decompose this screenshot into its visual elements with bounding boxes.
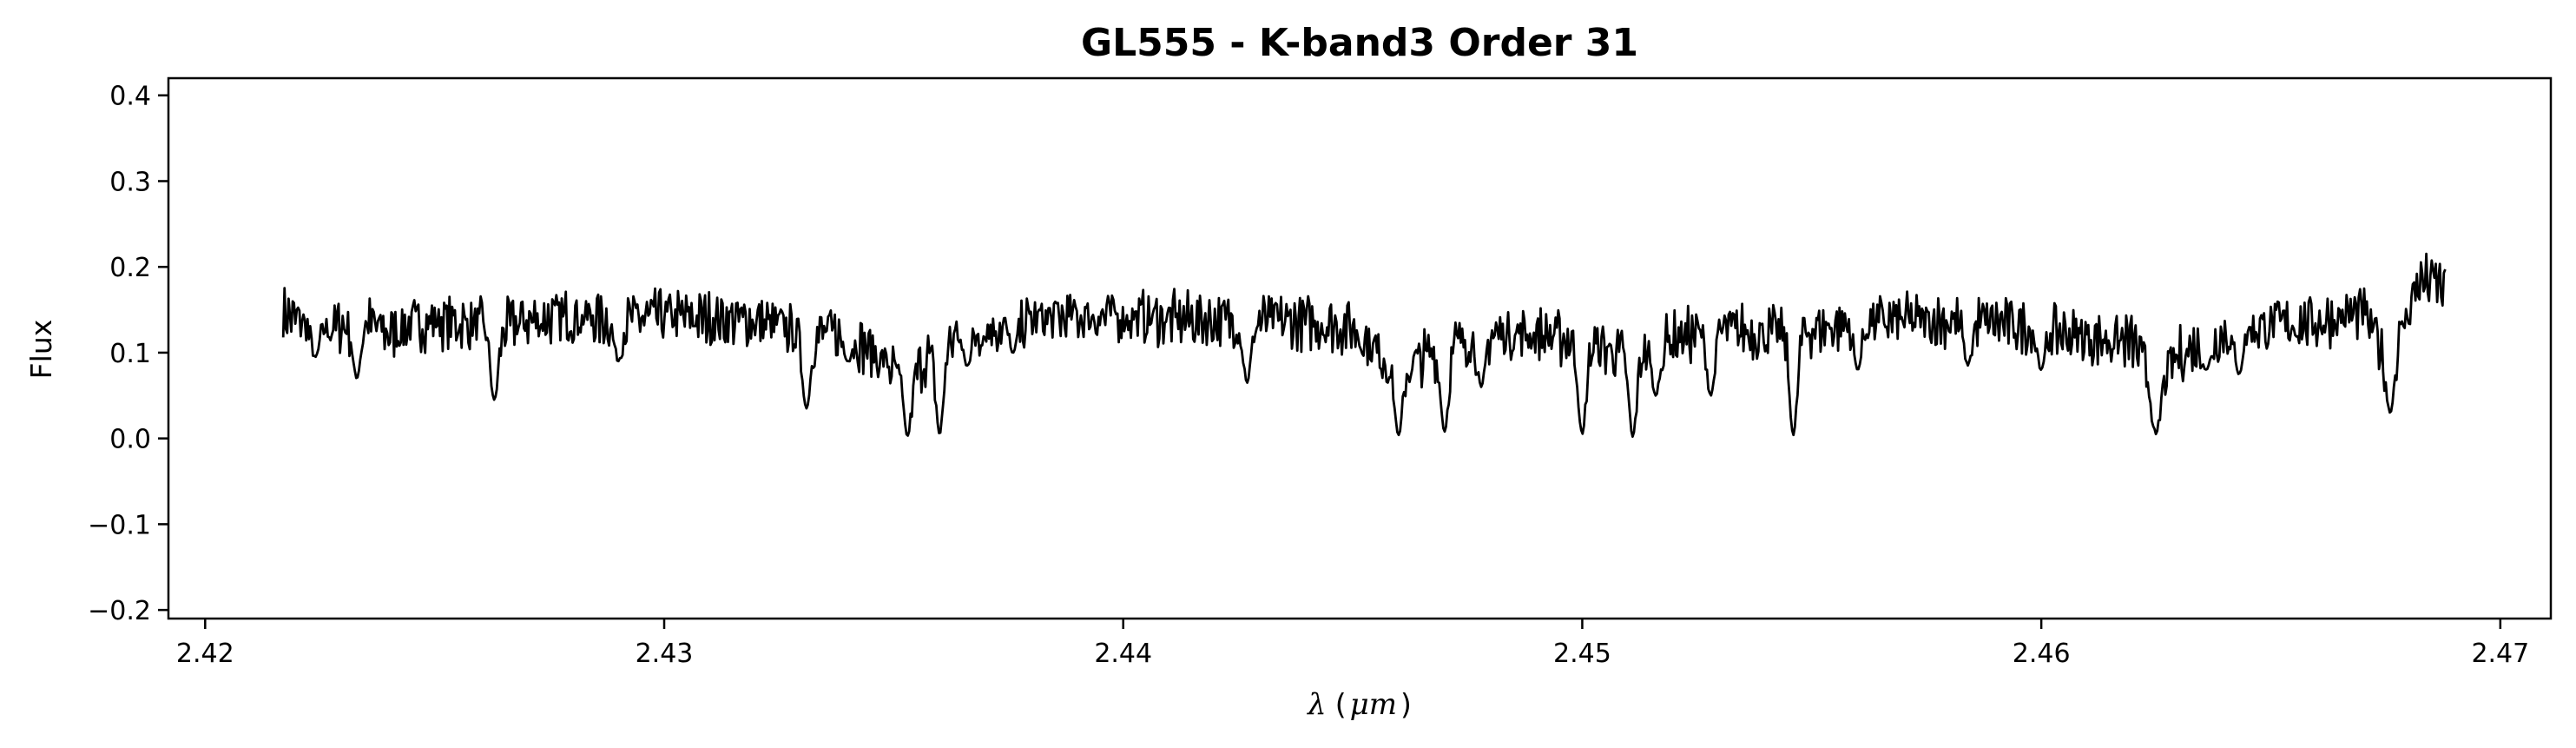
plot-frame: [167, 76, 2553, 620]
x-tick-label: 2.43: [636, 639, 694, 669]
x-tick-label: 2.46: [2013, 639, 2071, 669]
plot-area: [167, 76, 2553, 620]
x-tick-label: 2.45: [1553, 639, 1611, 669]
y-tick-label: −0.1: [88, 510, 151, 540]
x-axis: 2.42 2.43 2.44 2.45 2.46 2.47: [176, 619, 2529, 669]
y-tick-label: −0.2: [88, 596, 151, 626]
x-axis-label-lambda: λ: [1306, 687, 1327, 722]
y-tick-label: 0.0: [109, 425, 151, 455]
x-tick-label: 2.42: [176, 639, 234, 669]
x-axis-label-open-paren: (: [1335, 687, 1347, 721]
y-tick-label: 0.3: [109, 167, 151, 197]
x-tick-label: 2.44: [1094, 639, 1152, 669]
y-tick-label: 0.1: [109, 339, 151, 369]
x-axis-label: λ ( μm ): [1306, 687, 1412, 722]
chart-title: GL555 - K-band3 Order 31: [1081, 21, 1638, 65]
flux-series-line: [281, 252, 2447, 438]
y-axis-label: Flux: [24, 320, 58, 380]
x-tick-label: 2.47: [2471, 639, 2529, 669]
x-axis-label-unit: μm: [1350, 687, 1397, 722]
x-axis-label-close-paren: ): [1400, 687, 1412, 721]
y-tick-label: 0.2: [109, 253, 151, 283]
y-axis: −0.2 −0.1 0.0 0.1 0.2 0.3 0.4: [88, 82, 168, 626]
y-tick-label: 0.4: [109, 82, 151, 112]
